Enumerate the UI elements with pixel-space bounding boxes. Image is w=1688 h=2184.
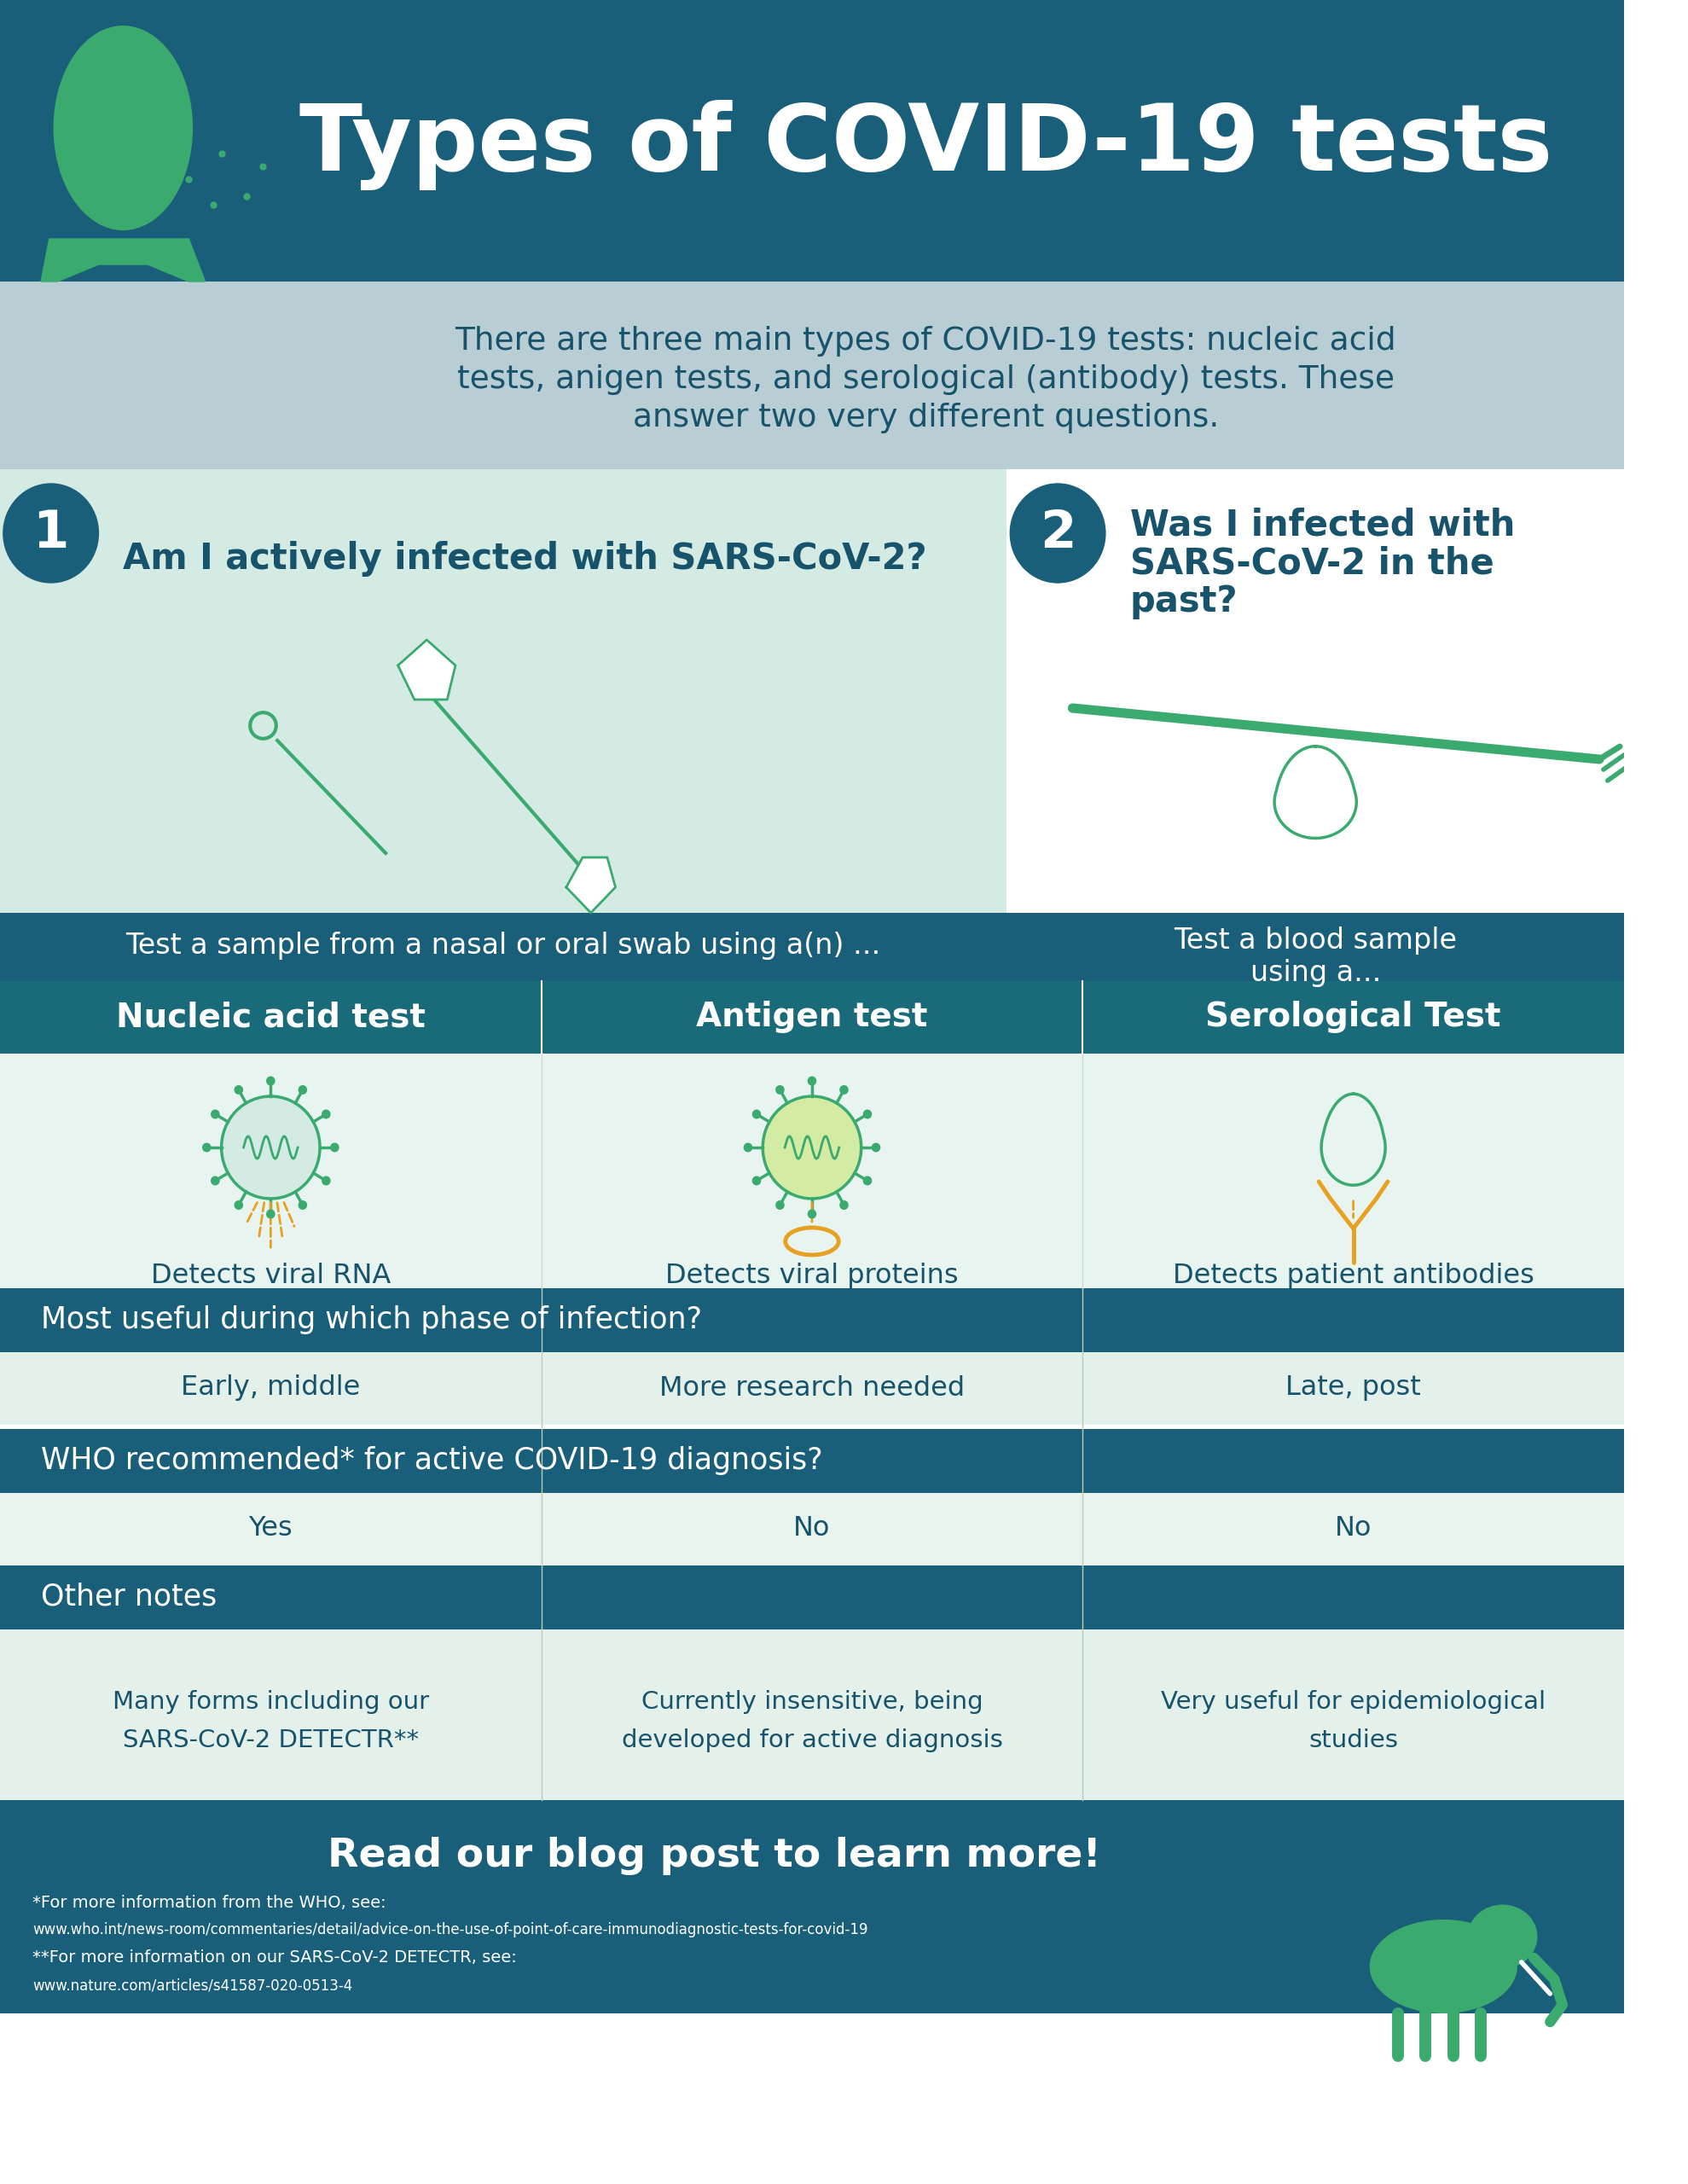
Circle shape — [807, 1077, 817, 1085]
Text: studies: studies — [1308, 1728, 1398, 1752]
Bar — [1082, 981, 1624, 1053]
Text: Very useful for epidemiological: Very useful for epidemiological — [1161, 1690, 1546, 1714]
Polygon shape — [398, 640, 456, 699]
Text: Detects patient antibodies: Detects patient antibodies — [1173, 1262, 1534, 1289]
Text: No: No — [793, 1516, 830, 1542]
Text: There are three main types of COVID-19 tests: nucleic acid: There are three main types of COVID-19 t… — [456, 325, 1396, 356]
Text: Late, post: Late, post — [1286, 1374, 1421, 1402]
Text: Test a blood sample: Test a blood sample — [1173, 926, 1457, 954]
Circle shape — [235, 1085, 243, 1094]
Text: Was I infected with: Was I infected with — [1129, 507, 1514, 542]
Text: using a...: using a... — [1251, 959, 1381, 987]
Text: Serological Test: Serological Test — [1205, 1000, 1501, 1033]
Circle shape — [775, 1201, 785, 1210]
Text: Types of COVID-19 tests: Types of COVID-19 tests — [299, 100, 1553, 190]
Circle shape — [753, 1175, 761, 1186]
Text: www.who.int/news-room/commentaries/detail/advice-on-the-use-of-point-of-care-imm: www.who.int/news-room/commentaries/detai… — [32, 1922, 868, 1937]
Text: past?: past? — [1129, 583, 1237, 620]
Bar — [542, 981, 1082, 1053]
Text: tests, anigen tests, and serological (antibody) tests. These: tests, anigen tests, and serological (an… — [457, 365, 1394, 395]
Circle shape — [839, 1085, 849, 1094]
Circle shape — [839, 1201, 849, 1210]
Text: SARS-CoV-2 DETECTR**: SARS-CoV-2 DETECTR** — [123, 1728, 419, 1752]
Circle shape — [221, 1096, 321, 1199]
Text: www.nature.com/articles/s41587-020-0513-4: www.nature.com/articles/s41587-020-0513-… — [32, 1977, 353, 1992]
Circle shape — [299, 1201, 307, 1210]
Ellipse shape — [54, 26, 192, 229]
Ellipse shape — [1369, 1920, 1518, 2014]
Circle shape — [807, 1210, 817, 1219]
Text: 2: 2 — [1040, 509, 1075, 559]
Text: Other notes: Other notes — [41, 1583, 218, 1612]
Bar — [0, 1352, 1624, 1424]
Text: No: No — [1335, 1516, 1372, 1542]
Text: SARS-CoV-2 in the: SARS-CoV-2 in the — [1129, 546, 1494, 581]
Text: **For more information on our SARS-CoV-2 DETECTR, see:: **For more information on our SARS-CoV-2… — [32, 1950, 517, 1966]
Bar — [0, 1566, 1624, 1629]
Circle shape — [203, 1142, 211, 1153]
Text: Many forms including our: Many forms including our — [113, 1690, 429, 1714]
Text: Am I actively infected with SARS-CoV-2?: Am I actively infected with SARS-CoV-2? — [123, 542, 927, 577]
Bar — [0, 981, 542, 1053]
Text: Detects viral proteins: Detects viral proteins — [665, 1262, 959, 1289]
Text: Read our blog post to learn more!: Read our blog post to learn more! — [327, 1837, 1101, 1874]
Bar — [0, 2014, 1624, 2184]
Circle shape — [267, 1077, 275, 1085]
Text: Nucleic acid test: Nucleic acid test — [116, 1000, 425, 1033]
Bar — [1006, 913, 1624, 981]
Circle shape — [753, 1109, 761, 1118]
Bar — [0, 1289, 1624, 1352]
Ellipse shape — [1467, 1904, 1538, 1968]
Bar — [0, 913, 1006, 981]
Circle shape — [211, 1175, 219, 1186]
Text: Yes: Yes — [248, 1516, 292, 1542]
Circle shape — [235, 1201, 243, 1210]
Text: Most useful during which phase of infection?: Most useful during which phase of infect… — [41, 1306, 702, 1334]
Polygon shape — [565, 858, 616, 913]
Text: Test a sample from a nasal or oral swab using a(n) ...: Test a sample from a nasal or oral swab … — [127, 930, 881, 959]
Circle shape — [763, 1096, 861, 1199]
Text: Currently insensitive, being: Currently insensitive, being — [641, 1690, 982, 1714]
Text: answer two very different questions.: answer two very different questions. — [633, 402, 1219, 432]
Text: *For more information from the WHO, see:: *For more information from the WHO, see: — [32, 1894, 387, 1911]
Circle shape — [1009, 483, 1106, 583]
Polygon shape — [41, 238, 206, 282]
Bar — [0, 1053, 1624, 1289]
Circle shape — [299, 1085, 307, 1094]
Text: Antigen test: Antigen test — [695, 1000, 928, 1033]
Circle shape — [871, 1142, 881, 1153]
Circle shape — [3, 483, 98, 583]
Bar — [1006, 657, 1624, 913]
Bar — [0, 0, 1624, 282]
Circle shape — [775, 1085, 785, 1094]
Text: Early, middle: Early, middle — [181, 1374, 360, 1402]
Bar — [0, 657, 1006, 913]
Circle shape — [331, 1142, 339, 1153]
Circle shape — [322, 1175, 331, 1186]
Text: WHO recommended* for active COVID-19 diagnosis?: WHO recommended* for active COVID-19 dia… — [41, 1446, 822, 1474]
Text: 1: 1 — [32, 509, 69, 559]
Circle shape — [211, 1109, 219, 1118]
Circle shape — [863, 1109, 873, 1118]
Text: Detects viral RNA: Detects viral RNA — [150, 1262, 390, 1289]
Bar — [0, 470, 1006, 657]
Circle shape — [322, 1109, 331, 1118]
Circle shape — [267, 1210, 275, 1219]
Bar — [0, 1428, 1624, 1494]
Circle shape — [863, 1175, 873, 1186]
Bar — [1006, 470, 1624, 657]
Text: developed for active diagnosis: developed for active diagnosis — [621, 1728, 1003, 1752]
Bar — [0, 1800, 1624, 2014]
Bar — [0, 282, 1624, 470]
Text: More research needed: More research needed — [660, 1374, 966, 1402]
Bar — [0, 1629, 1624, 1800]
Bar — [0, 1494, 1624, 1566]
Circle shape — [743, 1142, 753, 1153]
